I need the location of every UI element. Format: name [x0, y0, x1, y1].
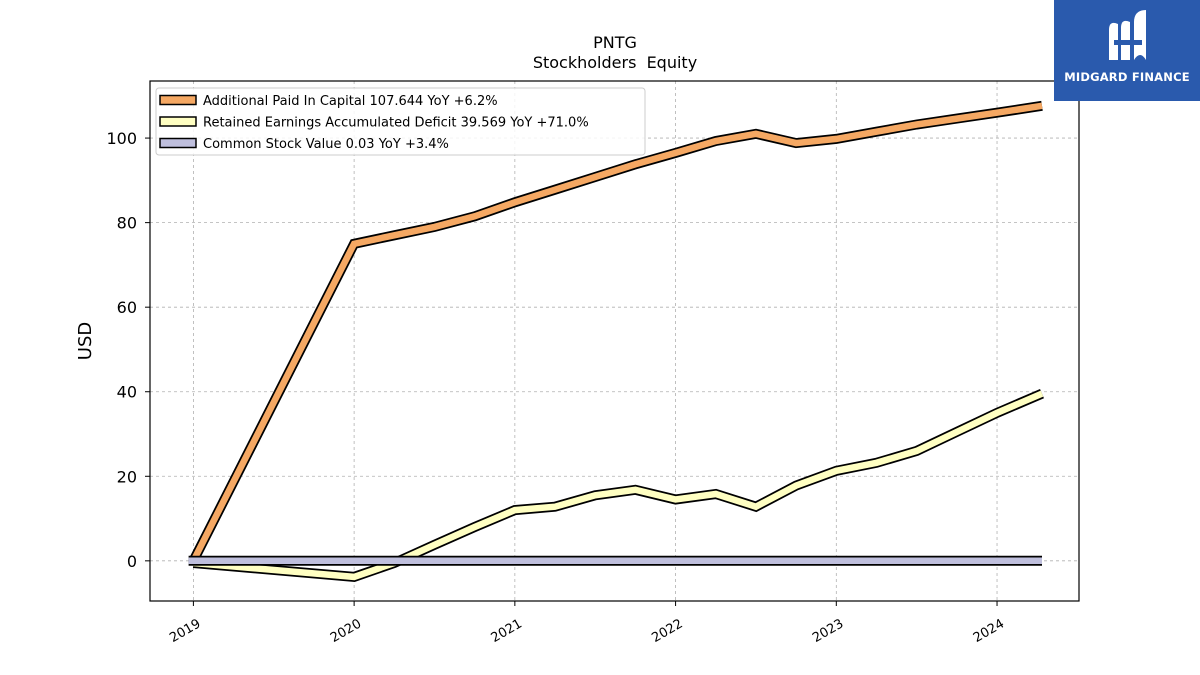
- legend-label-2: Retained Earnings Accumulated Deficit 39…: [203, 116, 589, 131]
- y-axis: 0 20 40 60 80 100: [106, 129, 150, 571]
- legend-swatch-3: [159, 137, 197, 149]
- y-tick-label: 60: [117, 298, 137, 317]
- series-layer: [188, 100, 1044, 582]
- y-tick-label: 20: [117, 467, 137, 486]
- x-tick-label: 2022: [649, 616, 685, 646]
- chart-subtitle: Stockholders Equity: [533, 53, 697, 72]
- legend: Additional Paid In Capital 107.644 YoY +…: [155, 87, 646, 156]
- legend-swatch-1: [159, 94, 197, 106]
- series-1-line: [190, 102, 1043, 563]
- x-tick-label: 2021: [489, 616, 525, 646]
- chart-title: PNTG: [593, 33, 637, 52]
- y-axis-label: USD: [75, 322, 96, 360]
- x-tick-label: 2020: [328, 616, 364, 646]
- midgard-logo-icon: [1109, 10, 1146, 60]
- x-tick-label: 2019: [167, 616, 203, 646]
- y-tick-label: 80: [117, 214, 137, 233]
- legend-swatch-2: [159, 116, 197, 127]
- y-tick-label: 0: [127, 552, 137, 571]
- y-tick-label: 100: [106, 129, 137, 148]
- x-tick-label: 2024: [971, 616, 1007, 646]
- series-2-outline: [192, 389, 1044, 582]
- y-tick-label: 40: [117, 383, 137, 402]
- legend-box: [155, 87, 646, 156]
- x-axis: 2019 2020 2021 2022 2023 2024: [167, 601, 1007, 646]
- grid: [150, 81, 1079, 601]
- x-tick-label: 2023: [810, 616, 846, 646]
- plot-frame: [149, 80, 1080, 602]
- watermark-text: MIDGARD FINANCE: [1064, 70, 1190, 84]
- legend-label-1: Additional Paid In Capital 107.644 YoY +…: [203, 94, 498, 109]
- legend-label-3: Common Stock Value 0.03 YoY +3.4%: [203, 137, 449, 152]
- series-2-line: [193, 390, 1044, 581]
- midgard-finance-logo: MIDGARD FINANCE: [1054, 0, 1200, 101]
